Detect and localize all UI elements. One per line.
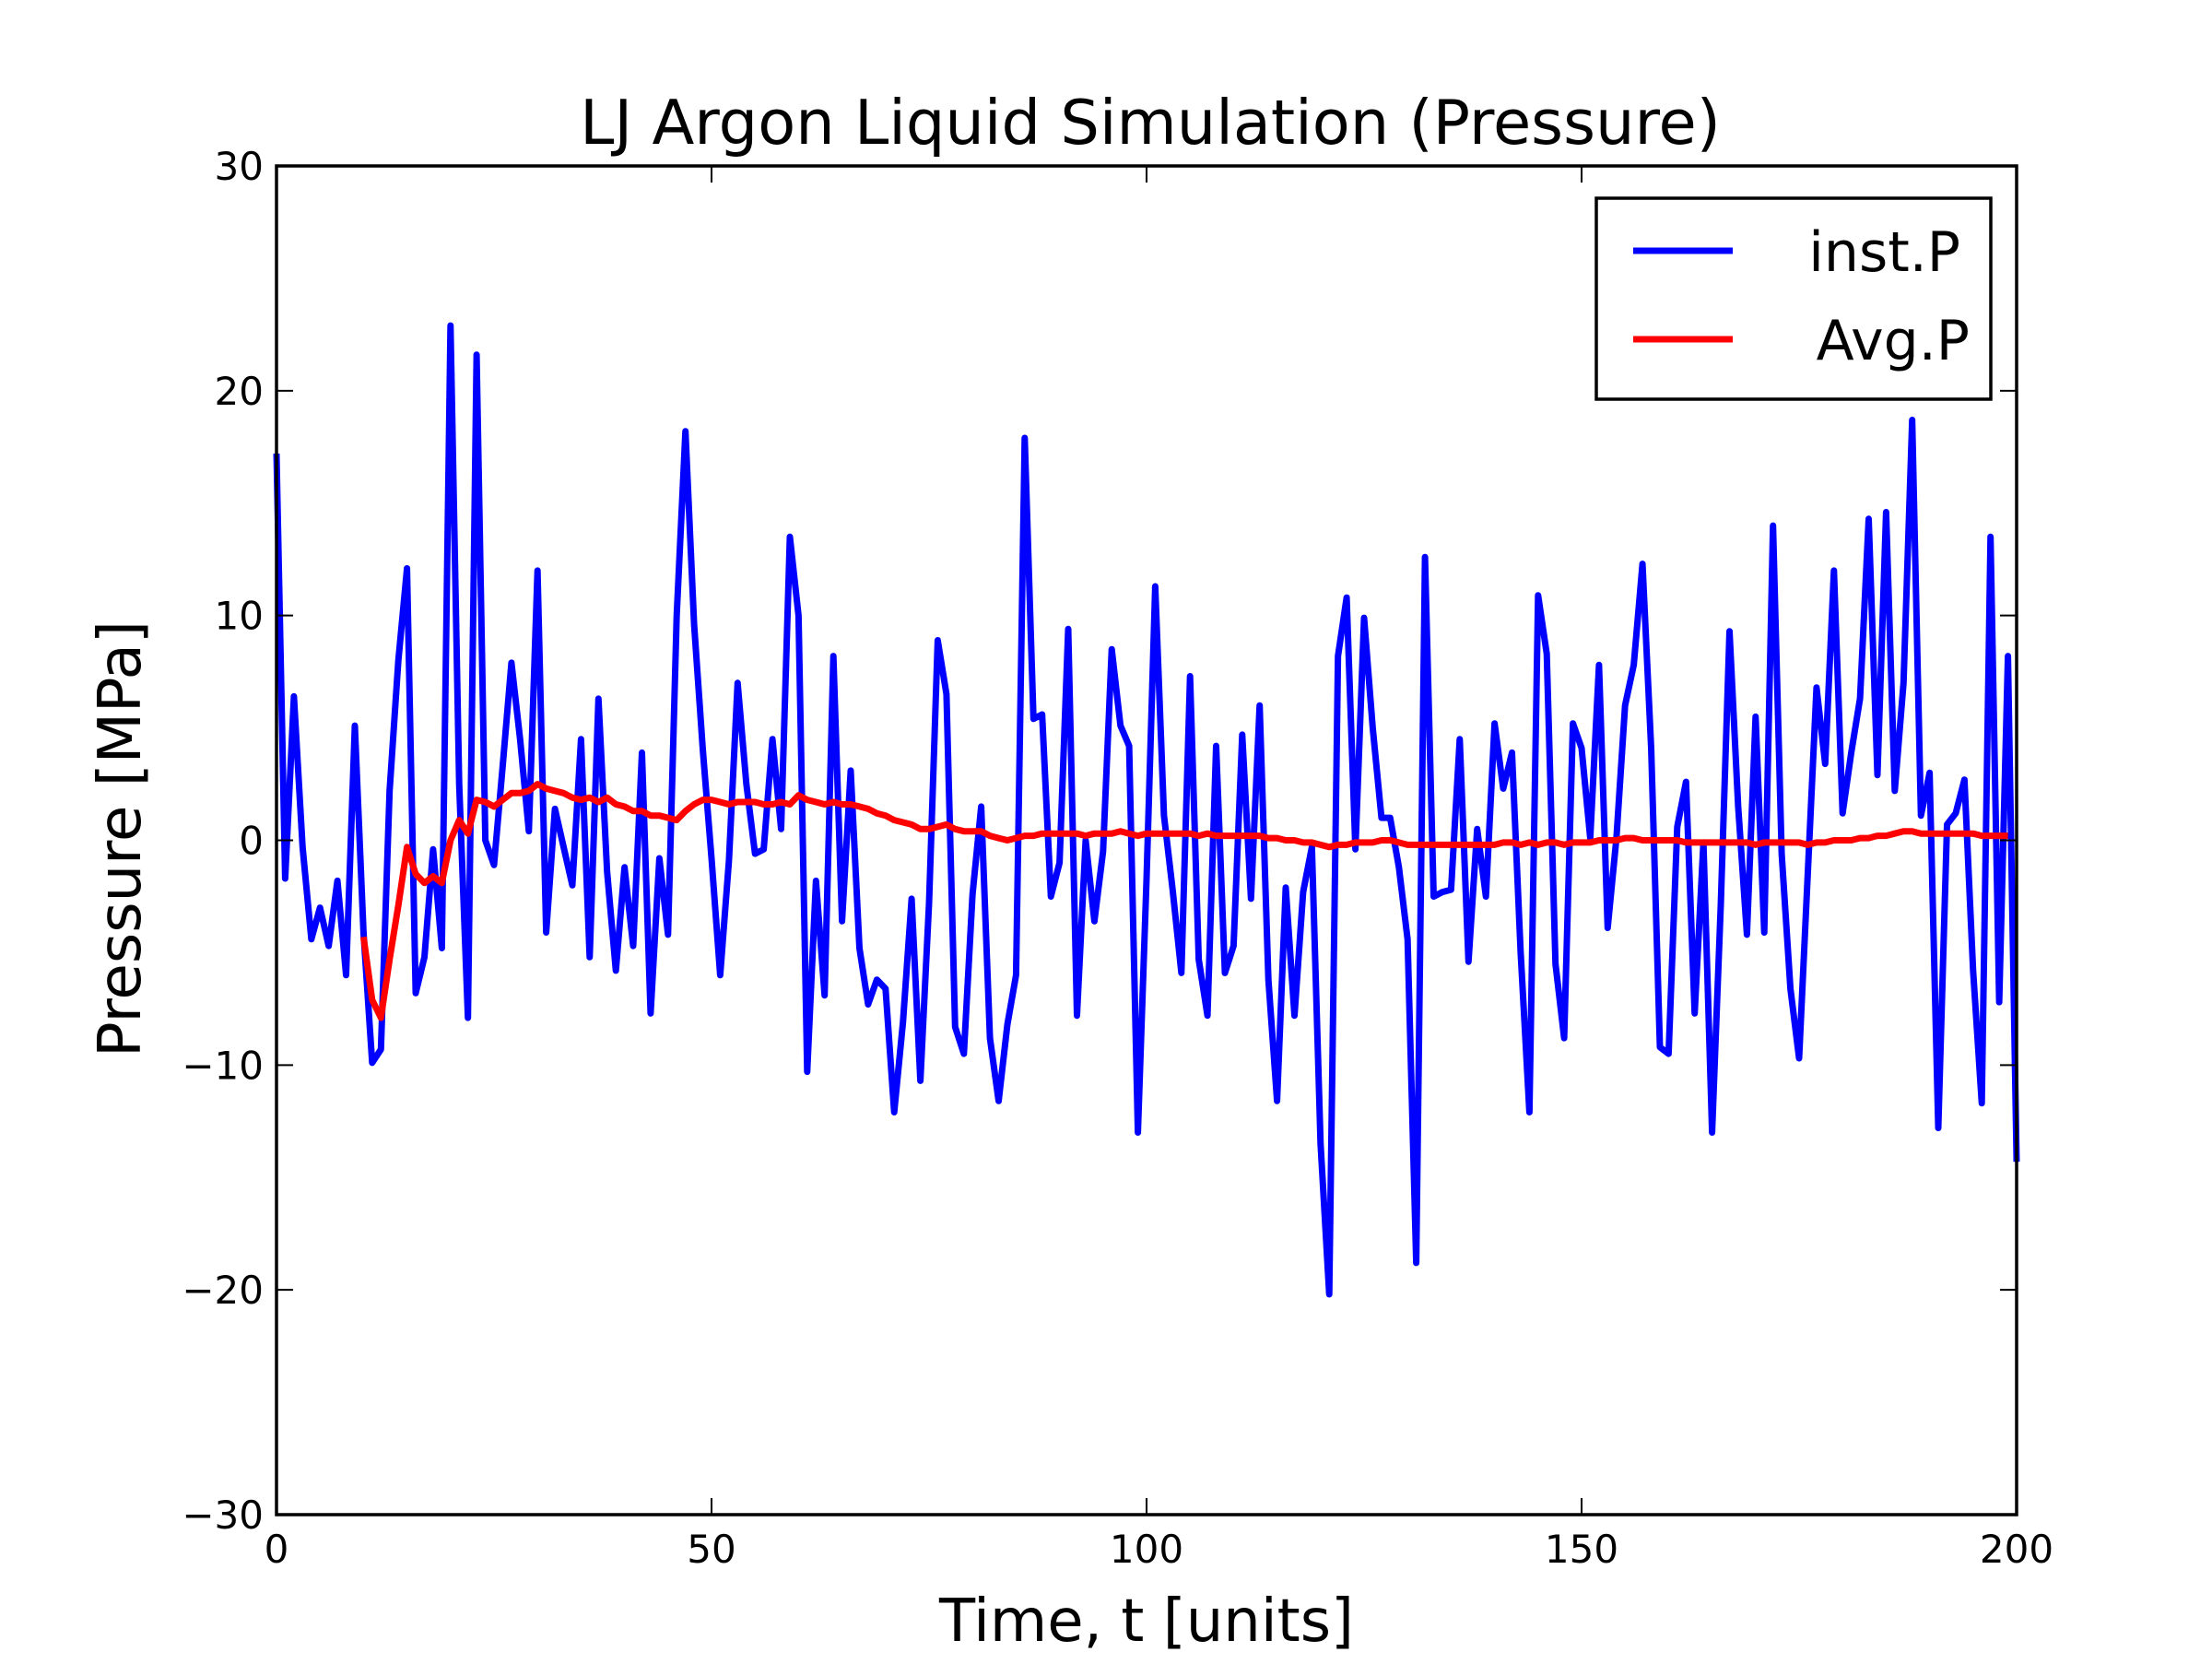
y-tick-label: 10 bbox=[215, 594, 264, 639]
legend-box bbox=[1594, 196, 1993, 401]
y-tick-label: 0 bbox=[239, 819, 264, 864]
x-axis-label: Time, t [units] bbox=[938, 1587, 1354, 1656]
chart-title: LJ Argon Liquid Simulation (Pressure) bbox=[580, 87, 1721, 159]
y-tick-label: 20 bbox=[215, 369, 264, 414]
y-tick-label: −30 bbox=[182, 1493, 264, 1538]
y-axis-ticks: 30 20 10 0 −10 −20 −30 bbox=[182, 144, 2017, 1538]
y-tick-label: −10 bbox=[182, 1043, 264, 1088]
x-tick-label: 0 bbox=[265, 1527, 289, 1572]
series-line-inst-p bbox=[273, 322, 2020, 1298]
y-tick-label: 30 bbox=[215, 144, 264, 189]
x-tick-label: 50 bbox=[687, 1527, 735, 1572]
y-axis-label: Pressure [MPa] bbox=[87, 620, 155, 1057]
legend-label-inst-p: inst.P bbox=[1808, 220, 1960, 285]
legend: inst.P Avg.P bbox=[1594, 196, 1993, 401]
series-layer bbox=[273, 322, 2020, 1298]
x-tick-label: 150 bbox=[1545, 1527, 1618, 1572]
series-line-avg-p bbox=[359, 781, 2008, 1021]
x-tick-label: 100 bbox=[1110, 1527, 1183, 1572]
x-tick-label: 200 bbox=[1980, 1527, 2053, 1572]
x-axis-ticks: 0 50 100 150 200 bbox=[265, 166, 2053, 1572]
y-tick-label: −20 bbox=[182, 1268, 264, 1313]
legend-label-avg-p: Avg.P bbox=[1817, 309, 1970, 373]
